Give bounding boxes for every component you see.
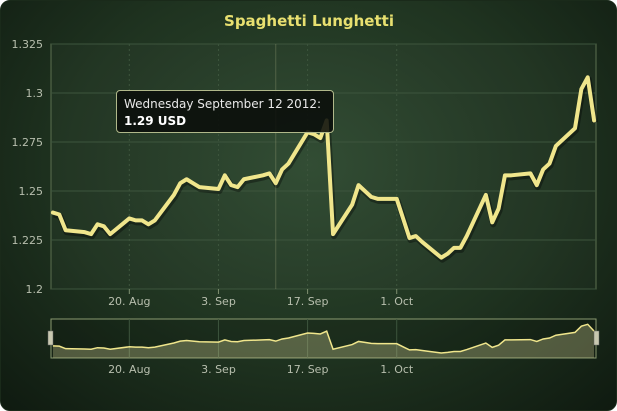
y-tick-label: 1.3 <box>26 87 44 100</box>
navigator-tick-label: 20. Aug <box>108 363 150 376</box>
plot-frame <box>50 43 597 290</box>
navigator-tick-label: 17. Sep <box>287 363 329 376</box>
navigator-handle-left <box>47 330 54 346</box>
y-tick-label: 1.275 <box>12 136 44 149</box>
x-axis-labels: 20. Aug 3. Sep 17. Sep 1. Oct <box>108 295 414 308</box>
tooltip-value: 1.29 USD <box>124 114 187 128</box>
x-tick-label: 17. Sep <box>287 295 329 308</box>
navigator-handle-right <box>593 330 600 346</box>
navigator-tick-label: 1. Oct <box>380 363 414 376</box>
x-tick-label: 20. Aug <box>108 295 150 308</box>
tooltip: Wednesday September 12 2012: 1.29 USD <box>116 90 334 133</box>
navigator-axis-labels: 20. Aug 3. Sep 17. Sep 1. Oct <box>108 363 414 376</box>
grid-layer <box>50 43 597 294</box>
y-tick-label: 1.325 <box>12 38 44 51</box>
navigator-line <box>52 323 595 354</box>
y-tick-label: 1.2 <box>26 283 44 296</box>
navigator-area <box>52 324 595 358</box>
x-tick-label: 3. Sep <box>201 295 236 308</box>
x-tick-label: 1. Oct <box>380 295 414 308</box>
chart-title: Spaghetti Lunghetti <box>224 12 394 30</box>
tooltip-date: Wednesday September 12 2012: <box>124 97 322 111</box>
y-tick-label: 1.25 <box>19 185 44 198</box>
navigator[interactable] <box>47 318 600 359</box>
y-tick-label: 1.225 <box>12 234 44 247</box>
y-axis-labels: 1.325 1.3 1.275 1.25 1.225 1.2 <box>12 38 44 296</box>
navigator-tick-label: 3. Sep <box>201 363 236 376</box>
